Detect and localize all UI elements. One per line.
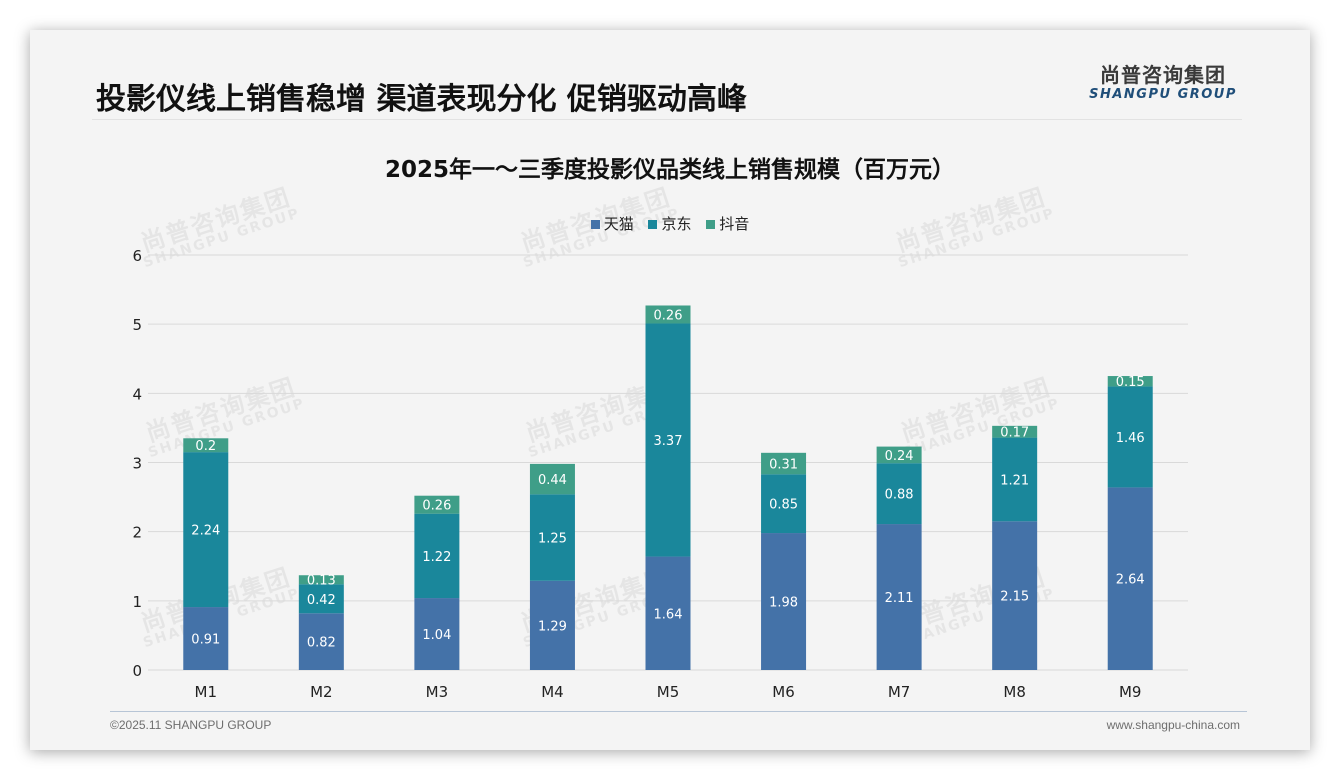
bar-segment-m5-s1 [645,323,691,557]
legend-item-douyin: 抖音 [706,213,749,234]
footer-copyright: ©2025.11 SHANGPU GROUP [110,718,272,732]
bar-segment-m1-s1 [183,452,229,608]
slide-card: 投影仪线上销售稳增 渠道表现分化 促销驱动高峰 尚普咨询集团 SHANGPU G… [30,30,1310,750]
y-tick-label: 0 [132,662,142,680]
bar-segment-m7-s0 [876,524,922,670]
x-tick-label: M9 [1119,683,1142,701]
x-tick-label: M1 [195,683,218,701]
data-label: 0.42 [307,593,336,608]
data-label: 0.15 [1116,375,1145,390]
data-label: 2.11 [885,591,914,606]
data-label: 0.88 [885,488,914,503]
x-axis-ticks: M1 M2 M3 M4 M5 M6 M7 M8 M9 [195,683,1142,701]
x-tick-label: M8 [1003,683,1026,701]
bar-segment-m8-s1 [992,437,1038,522]
x-tick-label: M2 [310,683,333,701]
bar-segment-m4-s2 [529,463,575,495]
x-tick-label: M7 [888,683,911,701]
bar-segment-m6-s0 [761,533,807,670]
y-axis-ticks: 0 1 2 3 4 5 6 [132,247,142,680]
data-label: 1.29 [538,619,567,634]
bar-segment-m6-s2 [761,452,807,475]
bar-segment-m6-s1 [761,474,807,534]
data-label: 0.44 [538,473,567,488]
bar-segment-m1-s2 [183,438,229,453]
y-tick-label: 1 [132,593,142,611]
bar-segment-m1-s0 [183,607,229,670]
x-tick-label: M5 [657,683,680,701]
data-label: 0.85 [769,498,798,513]
legend-label-tmall: 天猫 [603,215,634,233]
y-tick-label: 6 [132,247,142,265]
data-label: 1.98 [769,596,798,611]
bar-segment-m3-s1 [414,513,460,599]
data-label: 2.64 [1116,573,1145,588]
bar-segment-m2-s0 [298,613,344,670]
x-tick-label: M4 [541,683,564,701]
data-label: 2.24 [191,524,220,539]
bar-segment-m3-s2 [414,495,460,514]
x-tick-label: M3 [426,683,449,701]
legend-item-jd: 京东 [648,213,692,234]
bar-segment-m7-s1 [876,463,922,525]
company-logo: 尚普咨询集团 SHANGPU GROUP [1088,63,1238,103]
legend-swatch-tmall [590,220,600,229]
data-label: 0.24 [885,449,914,464]
y-tick-label: 5 [132,316,142,334]
chart-legend: 天猫 京东 抖音 [30,213,1310,234]
data-label: 1.04 [422,628,451,643]
bar-segment-m5-s0 [645,556,691,670]
bar-segment-m7-s2 [876,446,922,464]
data-label: 3.37 [654,434,683,449]
y-tick-label: 3 [132,455,142,473]
data-label: 1.25 [538,532,567,547]
legend-swatch-douyin [706,220,716,229]
data-label: 1.22 [422,550,451,565]
bar-segment-m8-s0 [992,521,1038,670]
bar-segment-m9-s2 [1107,376,1153,387]
legend-label-jd: 京东 [661,215,692,233]
data-label: 0.13 [307,574,336,589]
bar-segment-m3-s0 [414,598,460,670]
legend-item-tmall: 天猫 [590,213,634,234]
bar-segment-m9-s0 [1107,487,1153,670]
footer-divider [110,711,1247,712]
data-label: 1.64 [654,607,683,622]
bar-segment-m4-s1 [529,494,575,581]
bar-segment-m8-s2 [992,425,1038,438]
data-label: 0.17 [1000,426,1029,441]
data-label: 0.82 [307,636,336,651]
bar-segment-m5-s2 [645,305,691,324]
data-label: 0.31 [769,458,798,473]
data-label: 1.21 [1000,473,1029,488]
logo-chinese: 尚普咨询集团 [1100,63,1226,87]
logo-english: SHANGPU GROUP [1089,87,1237,102]
chart-title: 2025年一～三季度投影仪品类线上销售规模（百万元） [384,157,955,183]
x-tick-label: M6 [772,683,795,701]
data-label: 0.91 [191,633,220,648]
legend-swatch-jd [648,220,658,229]
data-label: 0.26 [654,308,683,323]
data-label: 0.26 [422,499,451,514]
legend-label-douyin: 抖音 [719,215,750,233]
footer-website[interactable]: www.shangpu-china.com [1106,718,1240,732]
page-title: 投影仪线上销售稳增 渠道表现分化 促销驱动高峰 [96,82,747,117]
data-label: 0.2 [195,439,216,454]
data-label: 1.46 [1116,431,1145,446]
y-tick-label: 2 [132,524,142,542]
y-tick-label: 4 [132,385,142,403]
bar-segment-m2-s1 [298,584,344,614]
data-label: 2.15 [1000,590,1029,605]
bar-segment-m9-s1 [1107,386,1153,488]
bar-segment-m2-s2 [298,575,344,585]
title-divider [92,119,1242,120]
bar-segment-m4-s0 [529,580,575,670]
bars: 0.91 2.24 0.2 0.82 0.42 0.13 1.04 1.22 0.26 1.29 1… [183,305,1153,670]
